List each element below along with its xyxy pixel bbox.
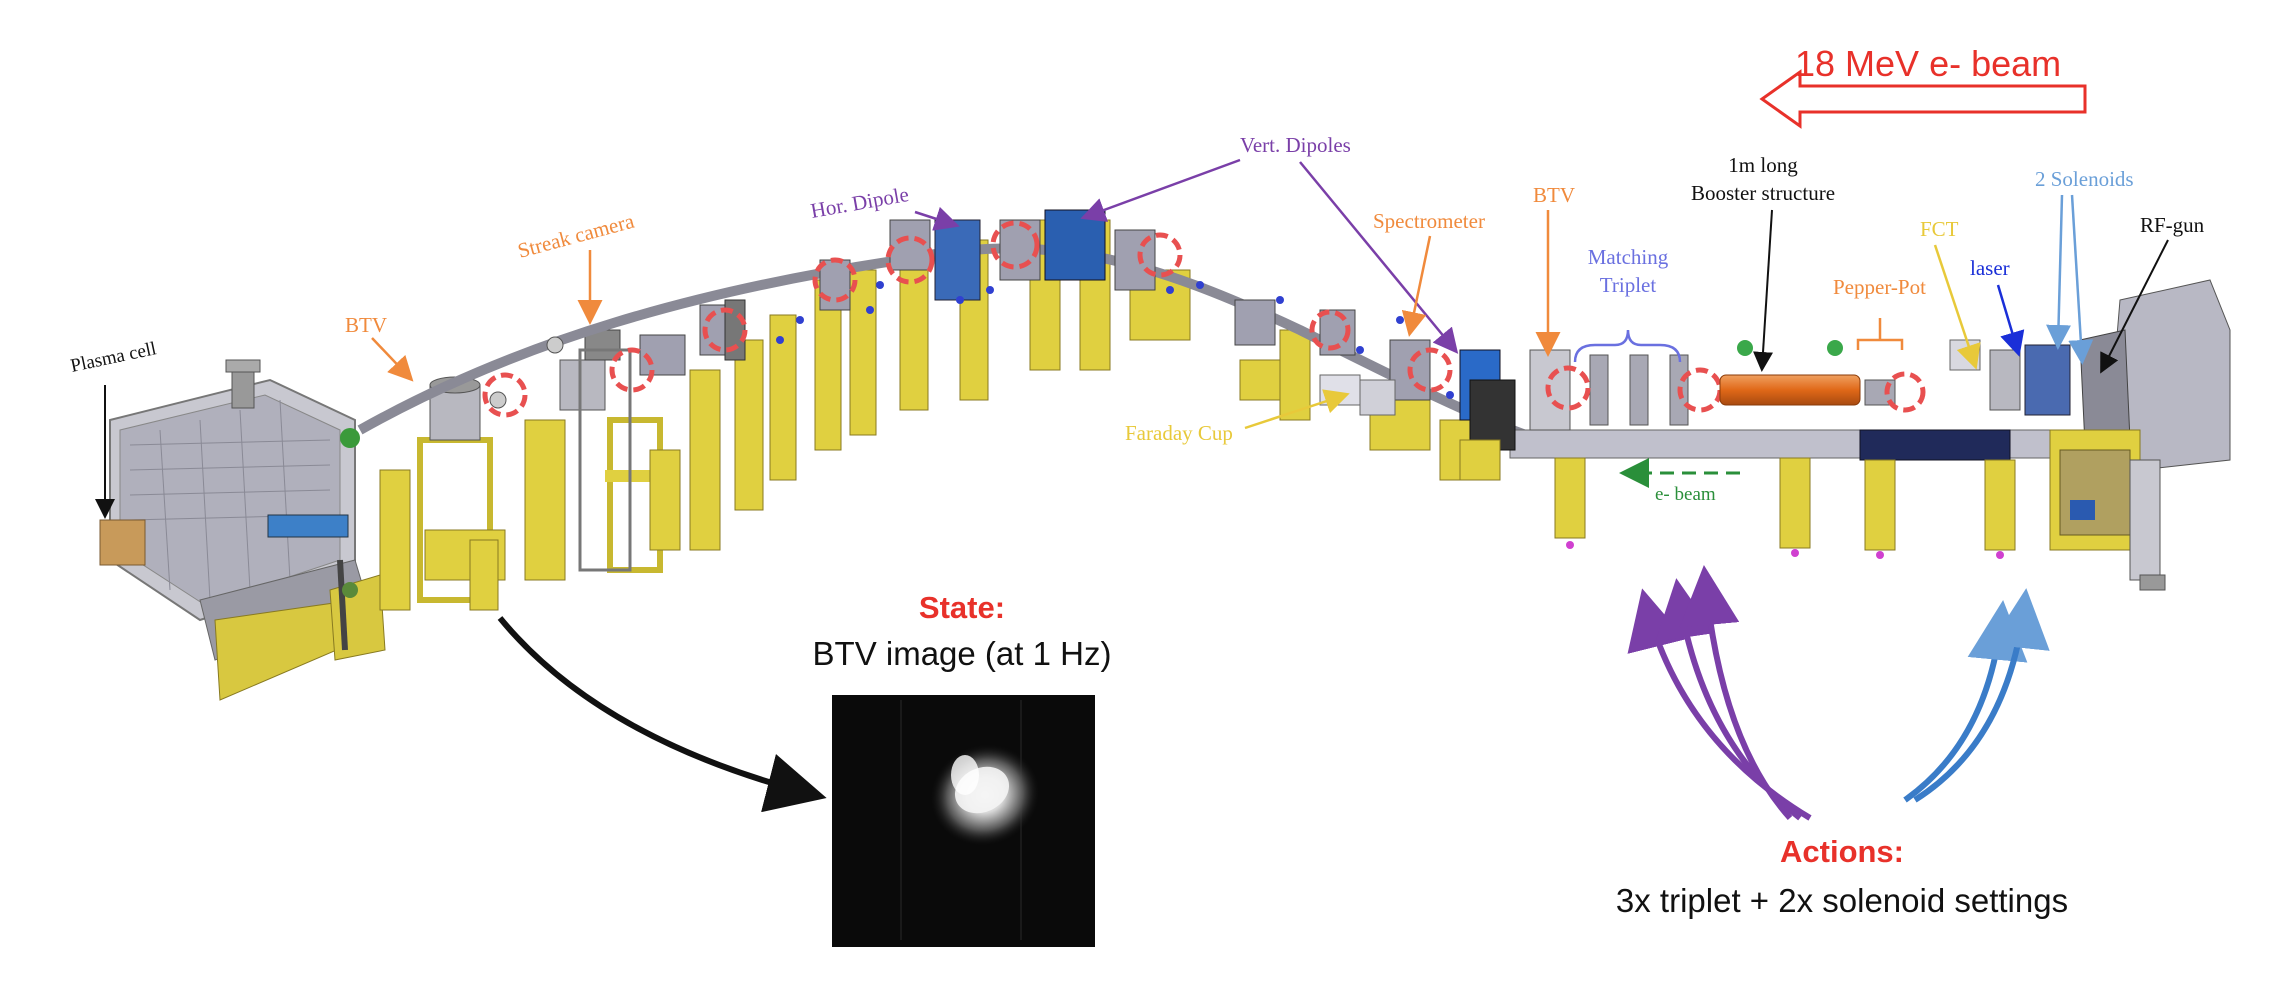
actions-subtitle: 3x triplet + 2x solenoid settings [1616,882,2068,919]
pointer-vert-dipoles-1 [1080,158,1241,222]
beam-title: 18 MeV e- beam [1795,43,2061,84]
label-btv-left: BTV [345,313,387,337]
plasma-cell-section [99,359,386,701]
label-faraday-cup: Faraday Cup [1125,421,1233,445]
state-title: State: [919,590,1005,625]
pointer-fct [1933,244,1981,370]
pointer-laser [1996,284,2025,357]
btv-left-section [340,376,507,611]
rf-gun-section [2049,279,2231,591]
label-streak-camera: Streak camera [515,209,637,263]
state-block: State: BTV image (at 1 Hz) [497,590,1112,947]
pointer-rf-gun [2100,239,2169,374]
actions-block: Actions: 3x triplet + 2x solenoid settin… [1616,565,2068,919]
label-btv-right: BTV [1533,183,1575,207]
label-hor-dipole: Hor. Dipole [809,182,911,223]
pointer-solenoid-1 [2046,194,2072,350]
solenoid-action-arrows [1903,588,2050,803]
btv-image [832,695,1095,947]
label-rf-gun: RF-gun [2140,213,2205,237]
beam-direction-arrow [1759,69,2087,129]
label-plasma-cell: Plasma cell [69,338,159,377]
pointer-faraday-cup [1244,389,1350,430]
label-2-solenoids: 2 Solenoids [2035,167,2134,191]
pointer-vert-dipoles-2 [1299,161,1459,354]
pointer-solenoid-2 [2068,194,2094,365]
triplet-brace [1573,329,1682,363]
triplet-action-arrows [1627,565,1812,821]
state-subtitle: BTV image (at 1 Hz) [813,635,1112,672]
label-booster-line1: 1m long [1728,153,1798,177]
label-spectrometer: Spectrometer [1373,209,1485,233]
streak-camera-section [482,329,686,581]
pointer-btv-left [371,337,414,382]
label-vert-dipoles: Vert. Dipoles [1240,133,1351,157]
straight-beamline [1469,339,2071,559]
label-pepper-pot: Pepper-Pot [1833,275,1926,299]
component-labels: Plasma cell BTV Streak camera Hor. Dipol… [69,133,2205,519]
actions-title: Actions: [1780,834,1904,869]
pepper-pot-bracket [1856,318,1904,350]
label-e-beam: e- beam [1655,484,1716,505]
curved-beamline-components [546,209,1501,421]
pointer-hor-dipole [914,206,960,231]
label-matching-triplet-line2: Triplet [1600,273,1657,297]
pointer-booster [1753,209,1773,372]
state-arrow [497,616,827,813]
label-matching-triplet-line1: Matching [1588,245,1669,269]
label-booster-line2: Booster structure [1691,181,1835,205]
pointer-spectrometer [1401,235,1432,337]
label-fct: FCT [1920,217,1959,241]
label-laser: laser [1970,256,2010,280]
